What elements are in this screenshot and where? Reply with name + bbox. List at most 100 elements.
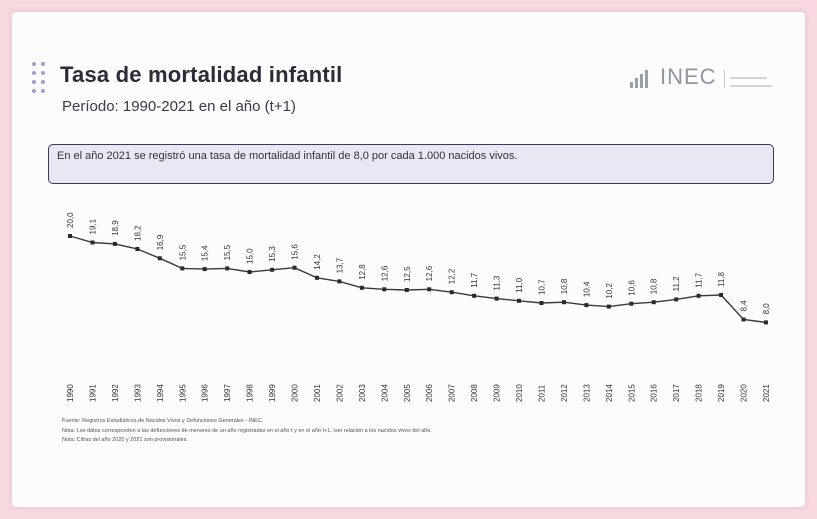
- data-point: [337, 279, 342, 284]
- data-label: 12,8: [358, 264, 367, 280]
- data-label: 11,7: [695, 272, 704, 288]
- data-point: [359, 285, 364, 290]
- data-point: [292, 265, 297, 270]
- data-label: 12,6: [380, 265, 389, 281]
- x-tick-label: 2020: [740, 384, 749, 402]
- data-point: [764, 320, 768, 325]
- highlight-banner: En el año 2021 se registró una tasa de m…: [48, 144, 774, 184]
- data-label: 10,6: [627, 280, 636, 296]
- data-label: 8,4: [740, 300, 749, 312]
- x-tick-label: 2004: [380, 384, 389, 402]
- data-label: 15,5: [223, 244, 232, 260]
- data-point: [629, 301, 634, 306]
- data-label: 12,5: [403, 266, 412, 282]
- x-tick-label: 2000: [291, 384, 300, 402]
- x-tick-label: 1997: [223, 384, 232, 402]
- data-label: 10,4: [582, 281, 591, 297]
- x-tick-label: 2017: [672, 384, 681, 402]
- data-point: [180, 266, 185, 271]
- data-label: 11,2: [672, 276, 681, 292]
- x-tick-label: 2013: [582, 384, 591, 402]
- data-label: 15,6: [291, 244, 300, 260]
- data-point: [404, 288, 409, 292]
- page-title: Tasa de mortalidad infantil: [60, 62, 343, 87]
- data-point: [427, 287, 432, 292]
- footnote-provisional: Nota: Cifras del año 2020 y 2021 son pro…: [62, 437, 188, 443]
- x-tick-label: 2003: [358, 384, 367, 402]
- data-point: [741, 317, 746, 322]
- x-tick-label: 1999: [268, 384, 277, 402]
- data-label: 15,4: [201, 245, 210, 261]
- data-label: 18,9: [111, 220, 120, 236]
- data-label: 20,0: [66, 212, 75, 228]
- data-point: [68, 234, 72, 238]
- data-label: 16,9: [156, 234, 165, 250]
- data-label: 13,7: [335, 257, 344, 273]
- data-label: 10,2: [605, 282, 614, 298]
- data-point: [270, 267, 275, 272]
- data-label: 11,0: [515, 277, 524, 293]
- x-tick-label: 2015: [627, 384, 636, 402]
- x-tick-label: 1990: [66, 384, 75, 402]
- data-point: [584, 303, 589, 308]
- x-tick-label: 2010: [515, 384, 524, 402]
- x-tick-label: 2007: [448, 384, 457, 402]
- x-tick-label: 2009: [493, 384, 502, 402]
- data-label: 10,7: [538, 279, 547, 295]
- data-point: [674, 297, 679, 302]
- data-point: [494, 296, 499, 301]
- decor-dots-icon: [32, 62, 54, 94]
- data-label: 12,6: [425, 265, 434, 281]
- data-label: 10,8: [650, 278, 659, 294]
- x-tick-label: 1993: [133, 384, 142, 402]
- data-point: [315, 275, 319, 280]
- data-point: [225, 266, 230, 271]
- data-label: 11,8: [717, 271, 726, 287]
- footnote-source: Fuente: Registros Estadísticos de Nacido…: [62, 418, 264, 424]
- data-point: [719, 293, 724, 297]
- inec-logo: INEC ▁▁▁▁▁▁▁▁ ▁▁▁▁▁▁▁▁▁: [630, 64, 790, 92]
- x-tick-label: 2011: [538, 384, 547, 402]
- data-point: [517, 298, 521, 303]
- data-point: [90, 240, 95, 245]
- data-label: 12,2: [448, 268, 457, 284]
- data-point: [696, 293, 701, 298]
- x-tick-label: 2002: [335, 384, 344, 402]
- x-tick-label: 2019: [717, 384, 726, 402]
- footnotes: Fuente: Registros Estadísticos de Nacido…: [62, 418, 732, 447]
- data-point: [449, 290, 454, 295]
- data-point: [606, 304, 611, 309]
- x-tick-label: 1998: [246, 384, 255, 402]
- series-line: [69, 235, 767, 324]
- data-point: [539, 301, 544, 305]
- data-point: [561, 300, 566, 305]
- data-label: 8,0: [762, 303, 771, 315]
- data-point: [135, 247, 140, 251]
- x-tick-label: 2016: [650, 384, 659, 402]
- data-point: [247, 270, 252, 274]
- x-tick-label: 1994: [156, 384, 165, 402]
- x-tick-label: 2012: [560, 384, 569, 402]
- x-tick-label: 2001: [313, 384, 322, 402]
- data-point: [472, 293, 477, 298]
- x-tick-label: 2018: [695, 384, 704, 402]
- data-label: 18,2: [133, 225, 142, 241]
- data-label: 19,1: [89, 218, 98, 234]
- data-point: [651, 300, 656, 305]
- x-tick-label: 2006: [425, 384, 434, 402]
- x-tick-label: 1991: [89, 384, 98, 402]
- x-tick-label: 1996: [201, 384, 210, 402]
- data-point: [382, 287, 387, 292]
- logo-separator: [724, 70, 725, 88]
- data-label: 14,2: [313, 254, 322, 270]
- x-tick-label: 2008: [470, 384, 479, 402]
- logo-bars-icon: [630, 70, 658, 88]
- x-tick-label: 2014: [605, 384, 614, 402]
- data-point: [202, 267, 207, 272]
- report-card: [12, 12, 805, 507]
- data-label: 15,5: [178, 244, 187, 260]
- x-tick-label: 1995: [178, 384, 187, 402]
- x-tick-label: 2021: [762, 384, 771, 402]
- x-tick-label: 1992: [111, 384, 120, 402]
